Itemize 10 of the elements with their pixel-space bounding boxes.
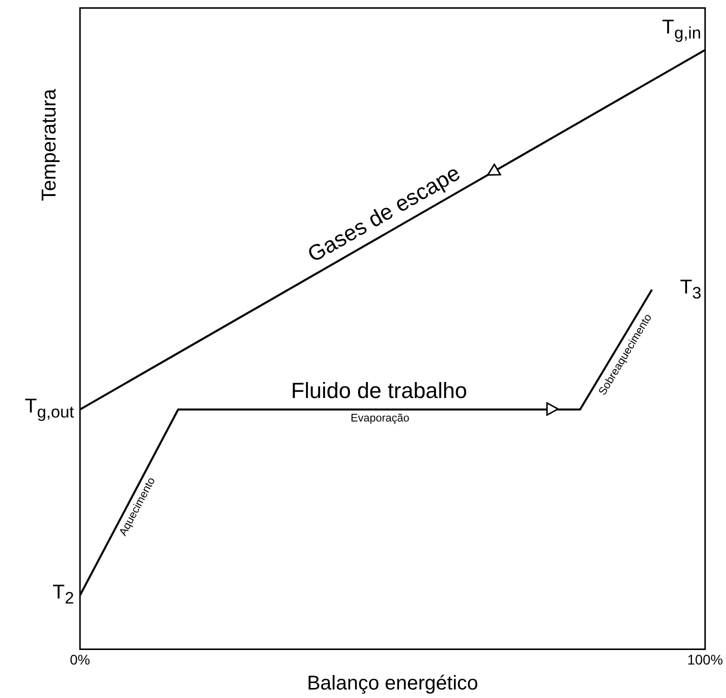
- x-tick-label: 0%: [70, 651, 90, 668]
- y-axis-title: Temperatura: [38, 88, 62, 202]
- x-axis-title: Balanço energético: [306, 672, 478, 695]
- annotation: T$_{3}$: [680, 276, 702, 302]
- x-tick-label: 100%: [687, 651, 724, 668]
- annotation: T$_{2}$: [52, 582, 74, 608]
- annotation: T$_{g,in}$: [662, 16, 702, 42]
- series-label: Fluido de trabalho: [291, 378, 468, 404]
- annotation: Evaporação: [350, 412, 410, 425]
- annotation: T$_{g,out}$: [24, 396, 74, 422]
